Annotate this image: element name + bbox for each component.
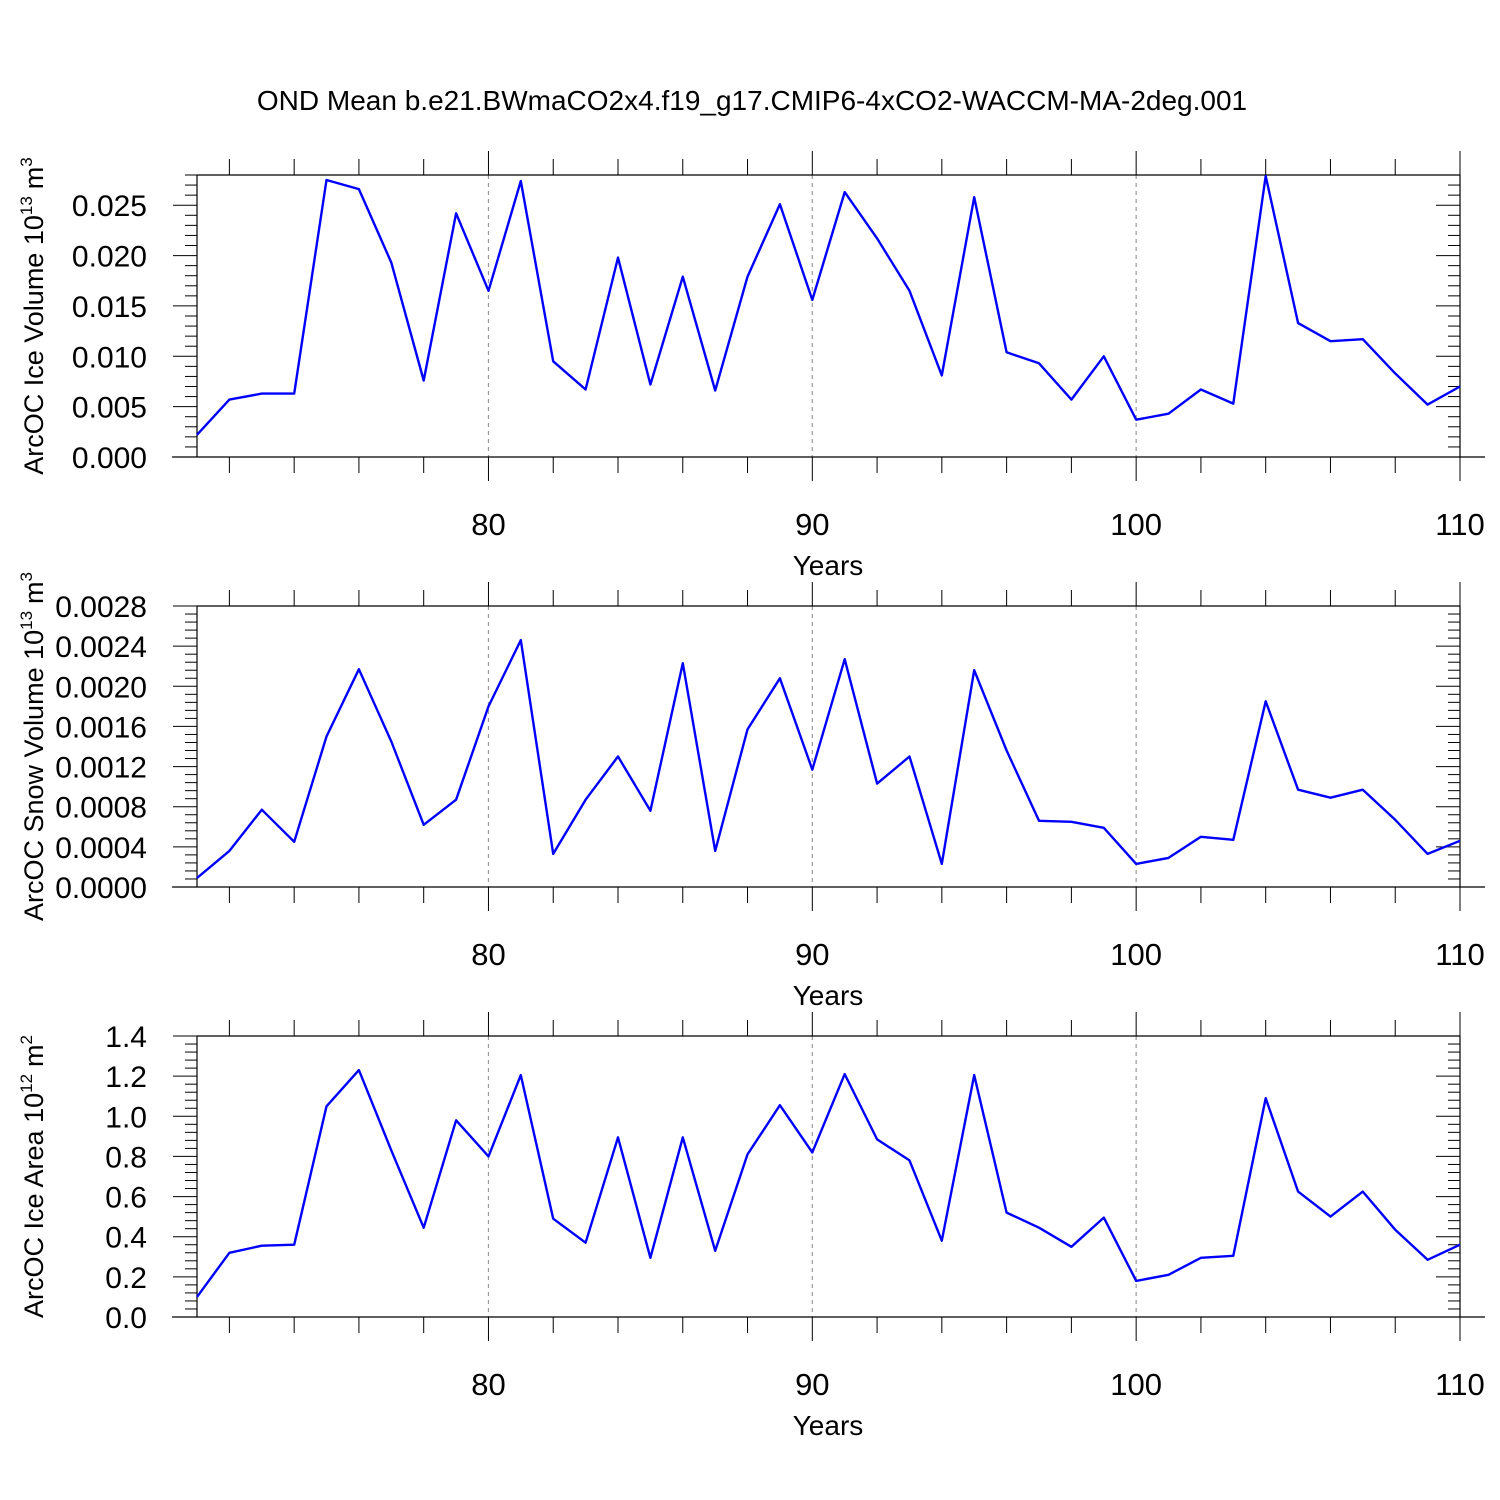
x-tick-label: 100 [1110, 507, 1162, 542]
series-line-snow-volume [196, 638, 1461, 879]
chart-panel-1: 0.000 0.005 0.010 0.015 0.020 0.025 80 90 100 110… [17, 151, 1485, 581]
x-tick-label: 80 [471, 1367, 505, 1402]
y-tick-label: 1.2 [105, 1061, 147, 1094]
y-tick-label: 0.0004 [55, 832, 147, 865]
chart-panel-3: 0.0 0.2 0.4 0.6 0.8 1.0 1.2 1.4 80 90 100 110 Years A… [17, 1012, 1485, 1441]
series-line-ice-volume [196, 174, 1461, 436]
y-tick-label: 0.0008 [55, 792, 147, 825]
y-tick-label: 0.0028 [55, 591, 147, 624]
y-tick-label: 0.6 [105, 1182, 147, 1215]
y-axis-label-exp: 13 [17, 611, 36, 630]
y-tick-label: 1.4 [105, 1021, 147, 1054]
y-tick-label: 0.0012 [55, 752, 147, 785]
y-axis-label-exp: 12 [17, 1074, 36, 1093]
x-axis-label: Years [793, 980, 864, 1011]
y-tick-label: 0.0000 [55, 872, 147, 905]
x-tick-label: 100 [1110, 937, 1162, 972]
y-axis-label-unit-exp: 3 [17, 157, 36, 166]
x-tick-label: 110 [1435, 1367, 1484, 1402]
y-tick-label: 0.0020 [55, 671, 147, 704]
x-tick-label: 100 [1110, 1367, 1162, 1402]
y-tick-label: 0.0 [105, 1302, 147, 1335]
y-tick-label: 0.8 [105, 1141, 147, 1174]
y-tick-label: 0.015 [72, 291, 147, 324]
x-tick-label: 110 [1435, 507, 1484, 542]
x-tick-label: 80 [471, 937, 505, 972]
y-axis-label: ArcOC Ice Area 1012 m2 [17, 1035, 49, 1318]
y-axis-label-exp: 13 [17, 196, 36, 215]
chart-title: OND Mean b.e21.BWmaCO2x4.f19_g17.CMIP6-4… [257, 85, 1247, 116]
x-tick-label: 110 [1435, 937, 1484, 972]
y-axis-label-unit-base: m [19, 167, 49, 190]
x-tick-label: 90 [795, 937, 829, 972]
y-tick-label: 0.000 [72, 442, 147, 475]
y-tick-label: 0.4 [105, 1222, 147, 1255]
y-tick-label: 0.020 [72, 241, 147, 274]
x-tick-label: 90 [795, 1367, 829, 1402]
y-tick-label: 0.2 [105, 1262, 147, 1295]
y-axis-label-unit-exp: 2 [17, 1035, 36, 1044]
y-axis-label-unit-base: m [19, 1044, 49, 1067]
x-axis-label: Years [793, 1410, 864, 1441]
y-axis-label-unit-base: m [19, 581, 49, 604]
y-axis-label: ArcOC Ice Volume 1013 m3 [17, 157, 49, 475]
chart-panel-2: 0.0000 0.0004 0.0008 0.0012 0.0016 0.0020 0.00… [17, 572, 1485, 1011]
y-tick-label: 0.005 [72, 392, 147, 425]
y-axis-label-text: ArcOC Snow Volume 10 [19, 630, 49, 921]
x-tick-label: 90 [795, 507, 829, 542]
y-tick-label: 0.0024 [55, 631, 147, 664]
y-tick-label: 0.025 [72, 190, 147, 223]
y-axis-label-text: ArcOC Ice Area 10 [19, 1093, 49, 1318]
x-axis-label: Years [793, 550, 864, 581]
x-tick-label: 80 [471, 507, 505, 542]
y-axis-label-unit-exp: 3 [17, 572, 36, 581]
y-axis-label-text: ArcOC Ice Volume 10 [19, 215, 49, 475]
series-line-ice-area [196, 1068, 1461, 1298]
y-tick-label: 0.010 [72, 341, 147, 374]
y-axis-label: ArcOC Snow Volume 1013 m3 [17, 572, 49, 921]
y-tick-label: 1.0 [105, 1101, 147, 1134]
y-tick-label: 0.0016 [55, 711, 147, 744]
